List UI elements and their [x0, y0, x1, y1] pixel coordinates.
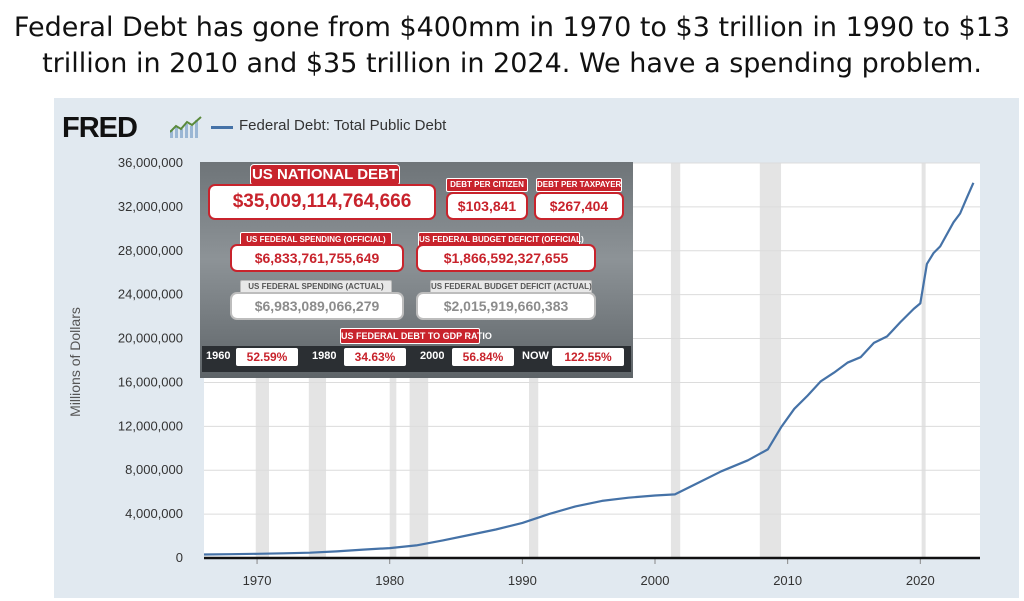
x-tick-label-4: 2010 [773, 573, 802, 588]
ratio-value-1980: 34.63% [344, 348, 406, 366]
per-citizen-label: DEBT PER CITIZEN [446, 178, 528, 192]
spending-official-value: $6,833,761,755,649 [230, 244, 404, 272]
y-tick-label-9: 0 [176, 550, 183, 565]
per-citizen-value: $103,841 [446, 192, 528, 220]
debt-clock-overlay: US NATIONAL DEBT $35,009,114,764,666 DEB… [200, 162, 633, 378]
legend-label[interactable]: Federal Debt: Total Public Debt [239, 117, 447, 134]
national-debt-value: $35,009,114,764,666 [208, 184, 436, 220]
recession-band-6 [759, 163, 782, 558]
x-tick-label-1: 1980 [375, 573, 404, 588]
deficit-official-value: $1,866,592,327,655 [416, 244, 596, 272]
per-taxpayer-value: $267,404 [534, 192, 624, 220]
y-tick-label-1: 32,000,000 [118, 199, 183, 214]
y-axis-label: Millions of Dollars [67, 307, 83, 417]
x-tick-label-0: 1970 [243, 573, 272, 588]
recession-band-7 [921, 163, 926, 558]
deficit-actual-value: $2,015,919,660,383 [416, 292, 596, 320]
x-tick-label-3: 2000 [641, 573, 670, 588]
y-tick-label-5: 16,000,000 [118, 374, 183, 389]
ratio-value-2000: 56.84% [452, 348, 514, 366]
series-line-0 [203, 182, 975, 556]
y-tick-label-7: 8,000,000 [125, 462, 183, 477]
headline: Federal Debt has gone from $400mm in 197… [0, 10, 1024, 82]
legend-swatch [211, 126, 233, 129]
debt-to-gdp-label: US FEDERAL DEBT TO GDP RATIO [340, 328, 492, 344]
y-tick-label-8: 4,000,000 [125, 506, 183, 521]
recession-band-5 [670, 163, 681, 558]
fred-sparkline-icon [170, 116, 202, 138]
y-tick-label-4: 20,000,000 [118, 331, 183, 346]
ratio-value-now: 122.55% [552, 348, 624, 366]
national-debt-title: US NATIONAL DEBT [250, 164, 400, 186]
ratio-year-1980: 1980 [312, 350, 337, 362]
ratio-year-1960: 1960 [206, 350, 231, 362]
y-tick-label-0: 36,000,000 [118, 155, 183, 170]
ratio-value-1960: 52.59% [236, 348, 298, 366]
per-taxpayer-label: DEBT PER TAXPAYER [536, 178, 622, 192]
y-tick-label-2: 28,000,000 [118, 243, 183, 258]
y-tick-label-6: 12,000,000 [118, 418, 183, 433]
x-tick-label-2: 1990 [508, 573, 537, 588]
x-tick-label-5: 2020 [906, 573, 935, 588]
ratio-year-now: NOW [522, 350, 549, 362]
spending-actual-value: $6,983,089,066,279 [230, 292, 404, 320]
headline-line-1: Federal Debt has gone from $400mm in 197… [13, 12, 1011, 43]
y-tick-label-3: 24,000,000 [118, 287, 183, 302]
ratio-year-2000: 2000 [420, 350, 445, 362]
fred-logo[interactable]: FRED [62, 112, 138, 144]
headline-line-2: trillion in 2010 and $35 trillion in 202… [42, 48, 982, 79]
